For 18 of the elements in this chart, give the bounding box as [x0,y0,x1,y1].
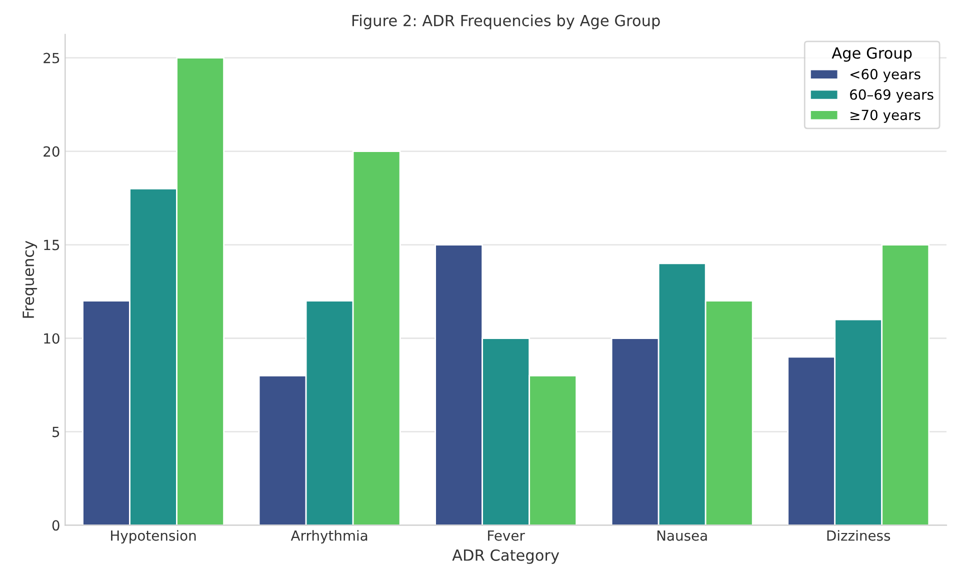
x-axis-title: ADR Category [452,549,560,564]
legend-label: ≥70 years [850,110,920,123]
legend-label: <60 years [850,68,920,82]
y-axis-title: Frequency [22,240,38,318]
legend-label: 60–69 years [850,89,934,102]
y-tick-label: 5 [52,426,60,438]
y-tick-label: 15 [44,240,60,250]
legend-title: Age Group [832,47,912,62]
y-tick-label: 0 [52,520,60,531]
y-tick-label: 20 [44,146,60,157]
chart-title: Figure 2: ADR Frequencies by Age Group [352,14,660,30]
x-tick-label: Nausea [657,530,707,541]
x-tick-label: Arrhythmia [290,530,368,544]
x-tick-label: Fever [488,530,525,541]
x-tick-label: Dizziness [827,530,890,541]
x-tick-label: Hypotension [111,530,196,544]
y-tick-label: 25 [44,52,60,64]
y-tick-label: 10 [44,333,60,344]
